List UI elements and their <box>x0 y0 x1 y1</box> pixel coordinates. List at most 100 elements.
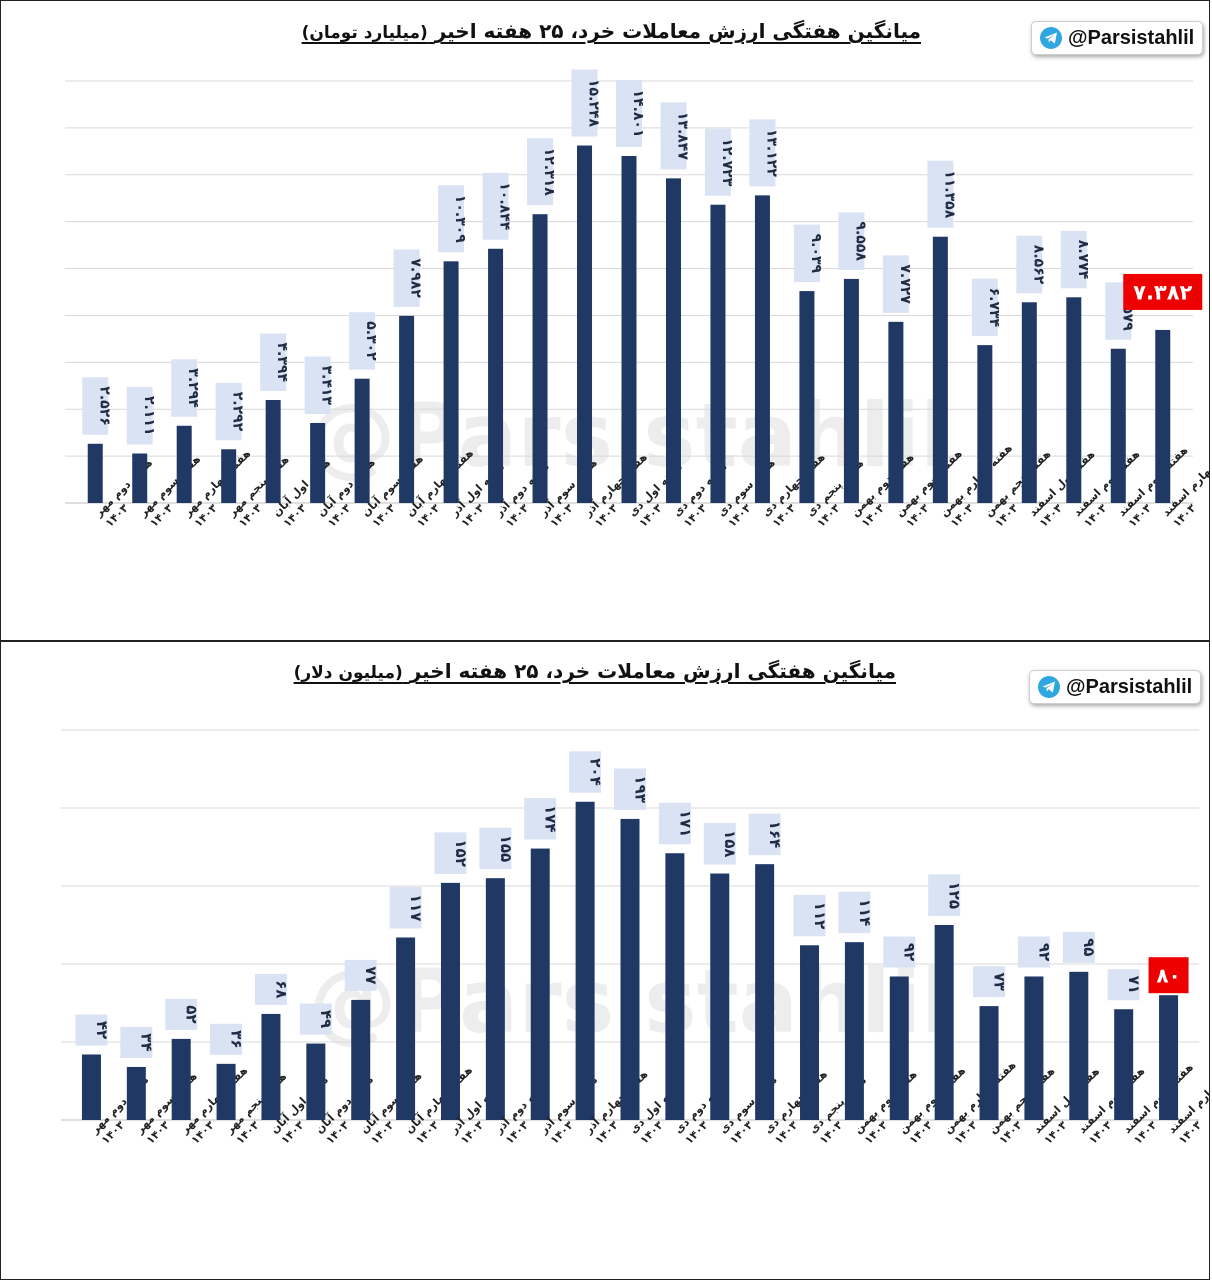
bar-value-label: ۹۲ <box>1017 936 1053 968</box>
highlight-label-text: ۷.۳۸۲ <box>1133 280 1192 304</box>
label-text: ۷.۹۸۲ <box>408 258 424 298</box>
chart-bar <box>1066 297 1082 503</box>
label-text: ۱۷۱ <box>676 810 694 837</box>
label-box <box>838 891 871 934</box>
label-box <box>838 212 865 270</box>
label-text: ۲.۱۱۱ <box>141 396 157 436</box>
telegram-icon <box>1038 676 1060 698</box>
label-box <box>82 377 109 435</box>
chart-bar <box>577 145 593 503</box>
label-box <box>393 249 420 307</box>
label-box <box>165 998 198 1030</box>
label-box <box>748 813 781 856</box>
label-box <box>927 160 954 228</box>
bar-value-label: ۱۵۸ <box>703 823 739 865</box>
chart-bar <box>665 178 681 503</box>
channel-handle: @Parsistahlil <box>1068 26 1195 49</box>
label-box <box>254 973 287 1005</box>
label-text: ۷۱ <box>1125 976 1143 994</box>
label-box <box>749 119 776 187</box>
chart-bar <box>485 878 505 1120</box>
label-box <box>527 138 554 206</box>
label-box <box>120 1026 153 1058</box>
chart-bar <box>1110 348 1126 503</box>
label-text: ۳۶ <box>227 1030 245 1048</box>
chart-bar <box>620 818 640 1120</box>
bar-value-label: ۲.۵۲۶ <box>82 377 112 435</box>
label-text: ۴۹ <box>317 1010 335 1028</box>
chart-title-toman: میانگین هفتگی ارزش معاملات خرد، ۲۵ هفته … <box>302 19 921 43</box>
chart-title-main: میانگین هفتگی ارزش معاملات خرد، ۲۵ هفته … <box>409 659 896 683</box>
chart-bar <box>306 1043 326 1120</box>
label-box <box>438 185 465 253</box>
label-text: ۱۹۳ <box>631 775 649 802</box>
chart-bar <box>1069 971 1089 1120</box>
bar-value-label: ۱۲.۷۲۳ <box>704 128 735 196</box>
label-box <box>569 751 602 793</box>
label-text: ۱۰.۳۰۹ <box>452 195 468 243</box>
chart-bar <box>310 422 326 503</box>
label-text: ۵۲ <box>183 1005 201 1023</box>
bar-value-label: ۱۲۵ <box>928 874 964 916</box>
label-text: ۱۴.۸۰۱ <box>630 89 646 137</box>
highlight-value-label: ۷.۳۸۲ <box>1123 273 1203 310</box>
chart-bar <box>440 882 460 1120</box>
chart-bar <box>488 248 504 503</box>
label-text: ۱۳.۸۴۷ <box>675 112 691 160</box>
bar-value-label: ۱۲.۳۱۸ <box>527 138 557 206</box>
bar-value-label: ۷۱ <box>1107 969 1143 1001</box>
chart-bar <box>754 195 770 503</box>
bar-value-label: ۱۹۳ <box>614 768 649 810</box>
bar-value-label: ۸.۷۷۴ <box>1060 230 1091 289</box>
bar-value-label: ۱۷۱ <box>658 802 694 845</box>
label-text: ۱۵۵ <box>497 835 515 862</box>
chart-bar <box>351 999 371 1120</box>
chart-bar <box>888 321 904 503</box>
bar-value-label: ۳.۲۹۴ <box>171 359 201 417</box>
label-text: ۱۱.۳۵۸ <box>941 170 957 218</box>
label-box <box>1062 931 1095 963</box>
label-box <box>210 1023 243 1055</box>
chart-bar <box>216 1063 236 1120</box>
chart-bar <box>844 942 864 1120</box>
chart-bar <box>977 345 993 503</box>
label-text: ۱۰.۸۴۴ <box>497 182 513 230</box>
label-text: ۹.۵۵۸ <box>852 221 868 261</box>
chart-bar <box>221 449 237 503</box>
bar-value-label: ۶۸ <box>254 973 290 1005</box>
chart-bar <box>800 945 820 1120</box>
channel-badge[interactable]: @Parsistahlil <box>1029 670 1202 704</box>
bar-value-label: ۹۵ <box>1062 931 1098 963</box>
label-text: ۱۷۴ <box>542 805 560 832</box>
label-text: ۱۱۴ <box>856 899 874 926</box>
bar-value-label: ۷۳ <box>973 966 1008 998</box>
telegram-icon <box>1040 27 1062 49</box>
label-text: ۲.۵۲۶ <box>96 386 112 426</box>
chart-bar <box>932 236 948 503</box>
bar-value-label: ۹.۰۳۹ <box>793 224 824 283</box>
label-text: ۳۴ <box>138 1033 156 1051</box>
bar-value-label: ۶.۷۳۴ <box>971 278 1002 337</box>
highlight-label-box <box>1148 957 1189 994</box>
label-text: ۵.۳۰۲ <box>363 321 379 361</box>
label-text: ۴.۳۹۴ <box>274 342 290 382</box>
chart-bar <box>396 937 416 1120</box>
label-text: ۱۵۸ <box>721 830 739 857</box>
chart-bar <box>889 976 909 1120</box>
chart-bar <box>1159 995 1179 1120</box>
label-box <box>616 79 642 147</box>
chart-bar <box>1024 976 1044 1120</box>
chart-bar <box>530 848 550 1120</box>
label-box <box>299 1003 332 1035</box>
chart-bar <box>443 261 459 503</box>
label-text: ۹۵ <box>1080 938 1098 956</box>
chart-bar <box>265 399 281 503</box>
chart-bar <box>532 214 548 503</box>
bar-value-label: ۲.۲۹۲ <box>215 382 246 441</box>
label-text: ۳.۲۹۴ <box>185 368 201 408</box>
channel-badge[interactable]: @Parsistahlil <box>1031 21 1204 55</box>
label-box <box>482 172 509 240</box>
label-text: ۹.۰۳۹ <box>808 234 824 274</box>
label-box <box>304 356 331 414</box>
label-box <box>524 798 557 840</box>
